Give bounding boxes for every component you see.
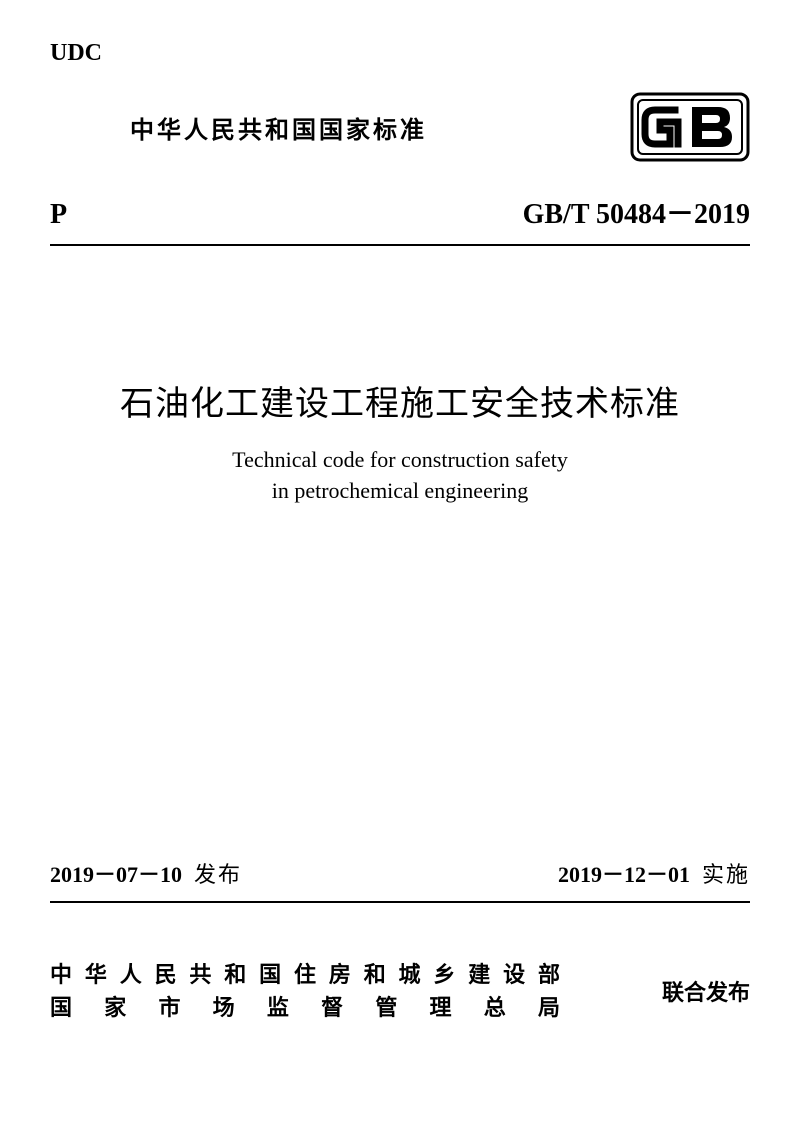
header-row: 中华人民共和国国家标准	[50, 92, 750, 162]
udc-label: UDC	[50, 40, 750, 67]
standard-code: GB/T 50484－2019	[523, 192, 750, 232]
publisher-names: 中华人民共和国住房和城乡建设部 国家市场监督管理总局	[50, 958, 560, 1024]
dates-row: 2019－07－10 发布 2019－12－01 实施	[50, 857, 750, 889]
joint-publish-label: 联合发布	[662, 975, 750, 1007]
p-label: P	[50, 199, 67, 231]
gb-logo	[630, 92, 750, 162]
english-title: Technical code for construction safety i…	[50, 445, 750, 507]
bottom-divider	[50, 901, 750, 903]
publish-label: 发布	[194, 857, 242, 889]
publish-date-item: 2019－07－10 发布	[50, 857, 242, 889]
publisher-line2: 国家市场监督管理总局	[50, 991, 560, 1024]
publish-date: 2019－07－10	[50, 857, 182, 889]
english-title-line1: Technical code for construction safety	[50, 445, 750, 476]
publisher-line1: 中华人民共和国住房和城乡建设部	[50, 958, 560, 991]
main-title-chinese: 石油化工建设工程施工安全技术标准	[50, 376, 750, 425]
top-divider	[50, 244, 750, 246]
effective-date: 2019－12－01	[558, 857, 690, 889]
effective-label: 实施	[702, 857, 750, 889]
code-row: P GB/T 50484－2019	[50, 192, 750, 232]
national-standard-label: 中华人民共和国国家标准	[130, 110, 427, 145]
effective-date-item: 2019－12－01 实施	[558, 857, 750, 889]
english-title-line2: in petrochemical engineering	[50, 476, 750, 507]
publisher-section: 中华人民共和国住房和城乡建设部 国家市场监督管理总局 联合发布	[50, 958, 750, 1024]
